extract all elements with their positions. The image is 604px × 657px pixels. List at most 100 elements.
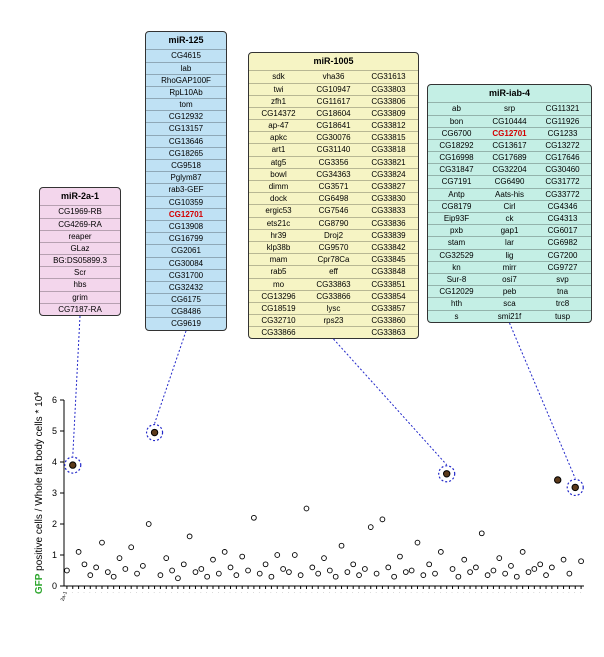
cell: CG33848 xyxy=(361,267,416,276)
cell: grim xyxy=(42,293,118,302)
table-row: RhoGAP100F xyxy=(146,74,226,86)
cell: CG7546 xyxy=(306,206,361,215)
table-row: zfh1CG11617CG33806 xyxy=(249,95,418,107)
svg-text:4: 4 xyxy=(52,457,57,467)
table-row: sdkvha36CG31613 xyxy=(249,70,418,82)
cell: svp xyxy=(536,275,589,284)
table-row: grim xyxy=(40,291,120,303)
cell: CG7200 xyxy=(536,251,589,260)
cell: CG9570 xyxy=(306,243,361,252)
table-row: bonCG10444CG11926 xyxy=(428,115,591,127)
svg-text:GFP positive cells / Whole fat: GFP positive cells / Whole fat body cell… xyxy=(34,392,46,594)
cell: vha36 xyxy=(306,72,361,81)
cell: CG32529 xyxy=(430,251,483,260)
cell: CG9619 xyxy=(148,319,224,328)
cell: CG12029 xyxy=(430,287,483,296)
cell: ets21c xyxy=(251,219,306,228)
svg-text:5: 5 xyxy=(52,426,57,436)
svg-text:.: . xyxy=(577,591,583,594)
table-row: hbs xyxy=(40,278,120,290)
table-row: Pglym87 xyxy=(146,171,226,183)
cell: dimm xyxy=(251,182,306,191)
cell: CG18604 xyxy=(306,109,361,118)
cell: GLaz xyxy=(42,244,118,253)
cell: CG12701 xyxy=(483,129,536,138)
cell: CG31847 xyxy=(430,165,483,174)
table-row: CG2061 xyxy=(146,244,226,256)
cell: srp xyxy=(483,104,536,113)
cell: atg5 xyxy=(251,158,306,167)
cell: CG33857 xyxy=(361,304,416,313)
cell: CG6175 xyxy=(148,295,224,304)
cell: CG6017 xyxy=(536,226,589,235)
cell: CG13157 xyxy=(148,124,224,133)
table-row: lab xyxy=(146,62,226,74)
cell: CG7187-RA xyxy=(42,305,118,314)
table-row: CG31700 xyxy=(146,269,226,281)
cell: BG:DS05899.3 xyxy=(42,256,118,265)
table-row: Eip93FckCG4313 xyxy=(428,212,591,224)
cell: CG4615 xyxy=(148,51,224,60)
cell: CG18265 xyxy=(148,149,224,158)
table-row: reaper xyxy=(40,230,120,242)
box-title: miR-125 xyxy=(146,32,226,49)
cell: CG18641 xyxy=(306,121,361,130)
cell: CG11926 xyxy=(536,117,589,126)
cell: RhoGAP100F xyxy=(148,76,224,85)
cell: CG33812 xyxy=(361,121,416,130)
table-row: CG8486 xyxy=(146,305,226,317)
cell: CG32710 xyxy=(251,316,306,325)
cell: CG18519 xyxy=(251,304,306,313)
table-row: AntpAats-hisCG33772 xyxy=(428,188,591,200)
cell: rab5 xyxy=(251,267,306,276)
table-row: CG32432 xyxy=(146,281,226,293)
cell: CG13296 xyxy=(251,292,306,301)
cell: CG10947 xyxy=(306,85,361,94)
cell: CG13646 xyxy=(148,137,224,146)
cell: CG9518 xyxy=(148,161,224,170)
cell: sdk xyxy=(251,72,306,81)
cell: CG33833 xyxy=(361,206,416,215)
table-row: tom xyxy=(146,98,226,110)
cell: CG30084 xyxy=(148,259,224,268)
cell: CG33809 xyxy=(361,109,416,118)
cell: CG33860 xyxy=(361,316,416,325)
cell: CG8486 xyxy=(148,307,224,316)
table-row: CG16998CG17689CG17646 xyxy=(428,151,591,163)
box-title: miR-iab-4 xyxy=(428,85,591,102)
table-row: CG13908 xyxy=(146,220,226,232)
table-row: CG30084 xyxy=(146,257,226,269)
cell: CG8790 xyxy=(306,219,361,228)
cell: Sur-8 xyxy=(430,275,483,284)
table-row: CG4615 xyxy=(146,49,226,61)
cell: hbs xyxy=(42,280,118,289)
cell: CG10444 xyxy=(483,117,536,126)
table-row: dockCG6498CG33830 xyxy=(249,192,418,204)
table-row: ergic53CG7546CG33833 xyxy=(249,204,418,216)
table-row: ets21cCG8790CG33836 xyxy=(249,217,418,229)
cell: CG33836 xyxy=(361,219,416,228)
table-row: CG12932 xyxy=(146,110,226,122)
cell: CG33772 xyxy=(536,190,589,199)
svg-text:6: 6 xyxy=(52,395,57,405)
cell: hth xyxy=(430,299,483,308)
cell: lar xyxy=(483,238,536,247)
cell: Aats-his xyxy=(483,190,536,199)
cell: CG13908 xyxy=(148,222,224,231)
cell: CG31613 xyxy=(361,72,416,81)
svg-text:1: 1 xyxy=(52,550,57,560)
cell: CG17646 xyxy=(536,153,589,162)
table-row: CG32710rps23CG33860 xyxy=(249,314,418,326)
cell: klp38b xyxy=(251,243,306,252)
table-row: CG7191CG6490CG31772 xyxy=(428,175,591,187)
table-row: knmirrCG9727 xyxy=(428,261,591,273)
cell: CG1233 xyxy=(536,129,589,138)
cell: smi21f xyxy=(483,312,536,321)
cell: CG31700 xyxy=(148,271,224,280)
table-row: CG12701 xyxy=(146,208,226,220)
cell: Scr xyxy=(42,268,118,277)
table-row: CG8179CirlCG4346 xyxy=(428,200,591,212)
table-row: CG31847CG32204CG30460 xyxy=(428,163,591,175)
cell: CG33839 xyxy=(361,231,416,240)
callout-mir-1005: miR-1005sdkvha36CG31613twiCG10947CG33803… xyxy=(248,52,419,339)
